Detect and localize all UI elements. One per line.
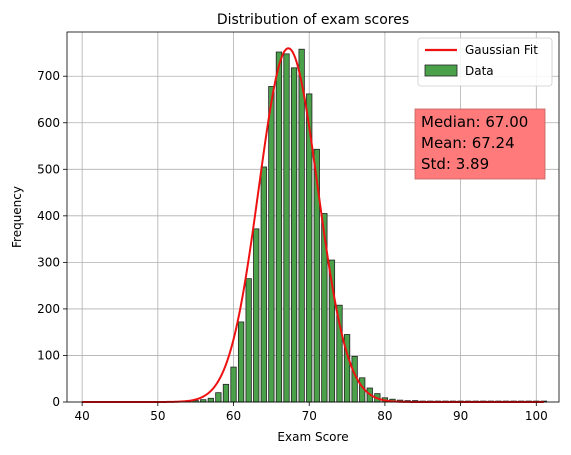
x-tick-label: 90 (453, 409, 468, 423)
x-tick-label: 60 (226, 409, 241, 423)
y-tick-label: 300 (37, 255, 60, 269)
y-tick-label: 200 (37, 302, 60, 316)
histogram-bar (215, 392, 222, 403)
chart-title: Distribution of exam scores (217, 12, 409, 28)
x-tick-label: 80 (377, 409, 392, 423)
y-tick-label: 100 (37, 348, 60, 362)
histogram-bar (222, 383, 230, 403)
x-tick-label: 50 (150, 409, 165, 423)
y-tick-label: 400 (37, 209, 60, 223)
stats-mean: Mean: 67.24 (421, 134, 515, 152)
x-tick-label: 70 (302, 409, 317, 423)
legend-label-data: Data (465, 64, 494, 78)
y-tick-label: 600 (37, 116, 60, 130)
y-axis-ticks: 0 100 200 300 400 500 600 700 (37, 69, 67, 409)
histogram-bar (245, 278, 252, 403)
x-axis-label: Exam Score (277, 430, 348, 444)
histogram-bar (260, 166, 267, 403)
x-axis-ticks: 40 50 60 70 80 90 100 (74, 402, 548, 423)
histogram-bar (207, 397, 214, 403)
histogram-bar (268, 86, 275, 403)
histogram-bar (230, 366, 237, 403)
stats-box (414, 108, 546, 180)
y-tick-label: 500 (37, 162, 60, 176)
legend: Gaussian Fit Data (417, 37, 553, 87)
x-tick-label: 100 (525, 409, 548, 423)
stats-std: Std: 3.89 (421, 155, 489, 173)
histogram-bar (275, 51, 283, 403)
x-tick-label: 40 (74, 409, 89, 423)
stats-median: Median: 67.00 (421, 113, 528, 131)
legend-swatch-data (424, 64, 458, 77)
histogram-bar (298, 48, 305, 403)
histogram-bar (283, 53, 290, 403)
histogram-bar (290, 67, 298, 403)
stats-annotation: Median: 67.00 Mean: 67.24 Std: 3.89 (414, 108, 546, 180)
y-axis-label: Frequency (10, 186, 24, 248)
plot-frame (66, 31, 560, 403)
y-tick-label: 700 (37, 69, 60, 83)
y-tick-label: 0 (52, 395, 60, 409)
histogram-bar (237, 321, 245, 403)
legend-label-fit: Gaussian Fit (465, 43, 538, 57)
histogram-bar (253, 228, 260, 403)
